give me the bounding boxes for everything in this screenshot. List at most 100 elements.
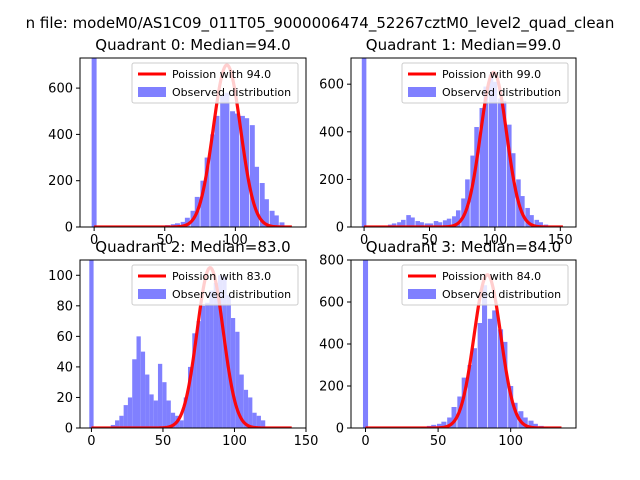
quadrant-0-plot-area <box>91 58 293 227</box>
histogram-bar <box>205 302 210 428</box>
histogram-bar <box>187 366 193 428</box>
histogram-bar <box>532 423 538 428</box>
legend-box <box>401 62 569 104</box>
histogram-bar <box>136 336 141 428</box>
y-tick-label: 200 <box>319 380 344 395</box>
histogram-bar <box>538 222 543 227</box>
legend-label-poisson: Poission with 99.0 <box>442 68 541 81</box>
histogram-bar <box>471 348 477 428</box>
histogram-bar <box>461 377 467 428</box>
histogram-bar <box>235 331 240 428</box>
histogram-bar <box>401 219 406 227</box>
histogram-bar <box>222 276 227 428</box>
x-tick-label: 0 <box>90 233 98 248</box>
histogram-bar <box>510 153 516 227</box>
poisson-curve <box>364 273 563 428</box>
y-tick-label: 0 <box>65 422 73 437</box>
legend-label-poisson: Poission with 84.0 <box>442 270 541 283</box>
histogram-bar <box>260 420 266 428</box>
x-tick-label: 150 <box>294 434 319 449</box>
legend-patch-swatch <box>138 289 166 299</box>
histogram-bar <box>239 374 244 428</box>
histogram-bar <box>153 400 158 428</box>
legend: Poission with 94.0 Observed distribution <box>131 62 299 104</box>
histogram-bar <box>361 58 367 227</box>
histogram-bar <box>452 216 457 227</box>
histogram-bar <box>256 415 261 428</box>
axes-frame <box>350 57 577 228</box>
histogram-bar <box>415 221 421 227</box>
histogram-bar <box>132 359 137 428</box>
histogram-bar <box>269 210 275 227</box>
y-tick-label: 0 <box>65 221 73 236</box>
quadrant-3-plot-area <box>362 260 563 428</box>
histogram-bar <box>259 183 265 227</box>
legend: Poission with 99.0 Observed distribution <box>401 62 569 104</box>
histogram-bar <box>179 420 184 428</box>
histogram-bar <box>119 415 124 428</box>
legend: Poission with 83.0 Observed distribution <box>131 264 299 306</box>
y-tick-label: 400 <box>48 128 73 143</box>
legend-label-observed: Observed distribution <box>442 86 561 99</box>
legend-box <box>131 62 299 104</box>
quadrant-2-axes: 0 50 100 150 0 20 40 60 80 100 Quadrant 2: Median=… <box>48 238 318 449</box>
quadrant-0-axes: 0 50 100 0 200 400 600 Quadrant 0: Median=94.0 P… <box>48 36 307 248</box>
histogram-bar <box>492 310 498 428</box>
histogram-bar <box>204 157 210 227</box>
histogram-bar <box>214 115 220 227</box>
histogram-bar <box>123 405 128 428</box>
histogram-bar <box>508 386 514 428</box>
histogram-bar <box>248 397 253 428</box>
legend: Poission with 84.0 Observed distribution <box>401 264 569 306</box>
y-tick-label: 800 <box>319 254 344 269</box>
x-tick-label: 0 <box>87 434 95 449</box>
histogram-bar <box>492 81 498 227</box>
histogram-bar <box>174 223 180 227</box>
x-tick-label: 100 <box>222 434 247 449</box>
quadrant-1-axes: 0 50 100 150 0 200 400 600 Quadrant 1: Median=99… <box>319 36 577 248</box>
legend-box <box>131 264 299 306</box>
legend-label-observed: Observed distribution <box>442 288 561 301</box>
quadrant-0-title: Quadrant 0: Median=94.0 <box>95 36 290 54</box>
histogram-bar <box>428 223 434 227</box>
histogram-bar <box>196 321 201 428</box>
histogram-bar <box>479 107 485 227</box>
histogram-bar <box>467 365 473 428</box>
quadrant-1-plot-area <box>361 58 564 227</box>
legend-patch-swatch <box>408 87 436 97</box>
legend-patch-swatch <box>138 87 166 97</box>
x-tick-label: 50 <box>421 233 438 248</box>
histogram-bar <box>528 420 534 428</box>
x-tick-label: 100 <box>482 233 507 248</box>
histogram-bar <box>437 423 443 428</box>
histogram-bar <box>419 222 424 227</box>
histogram-bar <box>162 382 167 428</box>
histogram-bar <box>230 318 236 428</box>
quadrant-2-plot-area <box>89 260 293 428</box>
legend-patch-swatch <box>408 289 436 299</box>
histogram-bar <box>149 394 154 428</box>
histogram-bar <box>252 412 257 428</box>
histogram-bar <box>534 219 540 227</box>
y-tick-label: 60 <box>56 330 73 345</box>
histogram-bar <box>497 329 504 428</box>
histogram-bar <box>391 223 397 227</box>
histogram-bar <box>170 412 176 428</box>
quadrant-2-title: Quadrant 2: Median=83.0 <box>95 238 290 256</box>
histogram-bar <box>397 222 402 227</box>
y-tick-label: 200 <box>319 173 344 188</box>
histogram-bar <box>362 260 369 428</box>
histogram-bar <box>410 217 415 227</box>
histogram-bar <box>488 74 494 227</box>
histogram-bar <box>157 363 163 428</box>
histogram-bar <box>522 417 528 428</box>
figure-suptitle: n file: modeM0/AS1C09_011T05_9000006474_… <box>26 14 615 33</box>
x-tick-label: 100 <box>498 434 523 449</box>
histogram-bar <box>243 389 249 428</box>
histogram-bar <box>224 92 230 227</box>
legend-box <box>401 264 569 306</box>
x-tick-label: 50 <box>430 434 447 449</box>
histogram-bar <box>477 323 483 428</box>
quadrant-1-title: Quadrant 1: Median=99.0 <box>366 36 561 54</box>
